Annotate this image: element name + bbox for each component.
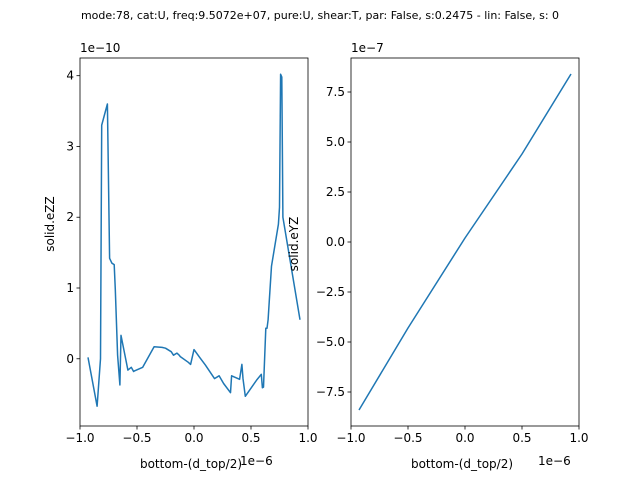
left-xtick-label: −0.5: [122, 431, 151, 445]
left-ylabel: solid.eZZ: [43, 196, 57, 252]
right-ytick-label: 7.5: [326, 85, 345, 99]
left-ytick-label: 3: [66, 139, 74, 153]
right-ytick-label: 5.0: [326, 135, 345, 149]
figure-suptitle: mode:78, cat:U, freq:9.5072e+07, pure:U,…: [81, 9, 559, 22]
right-y-offset-label: 1e−7: [351, 41, 384, 55]
left-axes-frame: [79, 57, 309, 427]
right-ytick-label: 2.5: [326, 185, 345, 199]
left-x-offset-label: 1e−6: [240, 454, 273, 468]
right-ylabel: solid.eYZ: [287, 217, 301, 272]
right-ytick-label: 0.0: [326, 235, 345, 249]
left-xtick-label: 0.0: [184, 431, 203, 445]
right-xtick-label: −1.0: [336, 431, 365, 445]
left-ytick-label: 0: [66, 352, 74, 366]
right-xtick-label: 0.0: [455, 431, 474, 445]
left-ytick-label: 4: [66, 69, 74, 83]
right-xlabel: bottom-(d_top/2): [411, 457, 513, 471]
left-ytick-label: 1: [66, 281, 74, 295]
right-axes-frame: [350, 57, 580, 427]
right-ytick-label: −2.5: [316, 285, 345, 299]
left-series-line-0: [87, 73, 301, 407]
right-xtick-label: −0.5: [393, 431, 422, 445]
left-xtick-label: 0.5: [241, 431, 260, 445]
left-plot: solid.eZZ bottom-(d_top/2) 1e−10 1e−6 −1…: [43, 41, 318, 471]
right-x-offset-label: 1e−6: [538, 454, 571, 468]
left-xtick-label: 1.0: [298, 431, 317, 445]
right-ytick-label: −7.5: [316, 385, 345, 399]
left-xtick-label: −1.0: [65, 431, 94, 445]
right-xtick-label: 1.0: [569, 431, 588, 445]
right-xtick-label: 0.5: [512, 431, 531, 445]
right-plot: solid.eYZ bottom-(d_top/2) 1e−7 1e−6 −1.…: [287, 41, 589, 471]
right-series-line-0: [358, 73, 572, 411]
left-ytick-label: 2: [66, 210, 74, 224]
left-xlabel: bottom-(d_top/2): [140, 457, 242, 471]
right-ytick-label: −5.0: [316, 335, 345, 349]
left-y-offset-label: 1e−10: [80, 41, 120, 55]
